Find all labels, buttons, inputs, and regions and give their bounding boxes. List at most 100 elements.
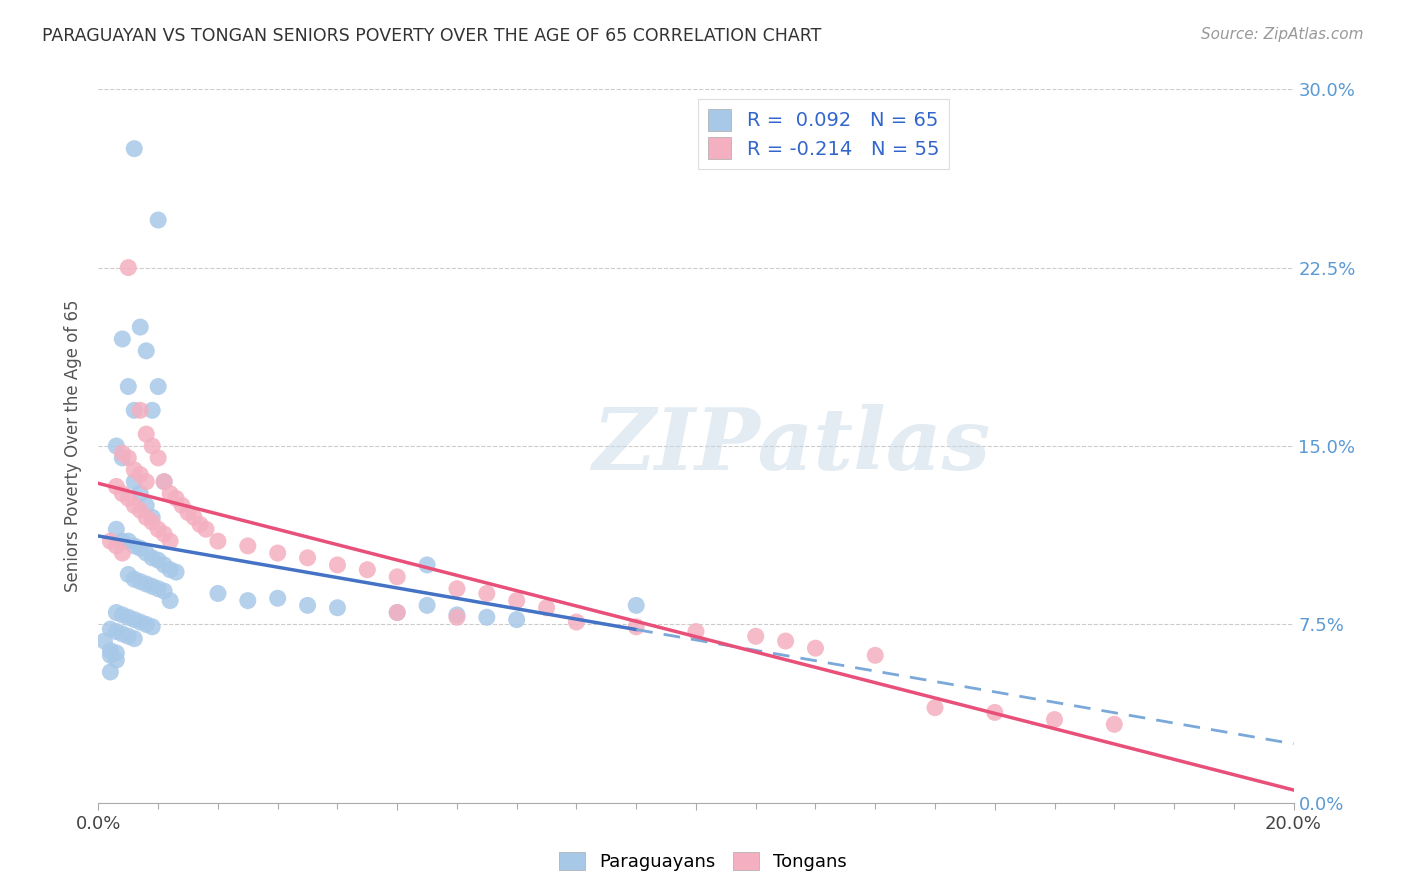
Point: [124, 403, 146, 417]
Point: [165, 565, 187, 579]
Point: [117, 491, 139, 506]
Point: [865, 648, 887, 663]
Point: [124, 463, 146, 477]
Point: [153, 475, 176, 489]
Point: [100, 534, 122, 549]
Point: [135, 475, 157, 489]
Point: [148, 522, 170, 536]
Point: [100, 643, 122, 657]
Point: [117, 379, 139, 393]
Point: [1043, 713, 1066, 727]
Point: [326, 600, 349, 615]
Point: [129, 486, 152, 500]
Point: [111, 607, 134, 622]
Point: [153, 558, 176, 572]
Point: [124, 475, 146, 489]
Point: [105, 624, 128, 639]
Point: [148, 450, 170, 465]
Point: [804, 641, 827, 656]
Point: [129, 615, 152, 629]
Point: [117, 567, 139, 582]
Point: [153, 584, 176, 599]
Point: [148, 213, 170, 227]
Point: [100, 648, 122, 663]
Point: [111, 332, 134, 346]
Text: ZIPatlas: ZIPatlas: [592, 404, 991, 488]
Point: [111, 534, 134, 549]
Point: [159, 563, 181, 577]
Point: [148, 553, 170, 567]
Point: [148, 379, 170, 393]
Point: [207, 534, 229, 549]
Text: PARAGUAYAN VS TONGAN SENIORS POVERTY OVER THE AGE OF 65 CORRELATION CHART: PARAGUAYAN VS TONGAN SENIORS POVERTY OVE…: [42, 27, 821, 45]
Point: [475, 610, 498, 624]
Legend: Paraguayans, Tongans: Paraguayans, Tongans: [553, 845, 853, 879]
Point: [506, 593, 529, 607]
Point: [129, 467, 152, 482]
Point: [111, 546, 134, 560]
Point: [141, 403, 163, 417]
Point: [135, 617, 157, 632]
Point: [105, 522, 128, 536]
Point: [297, 599, 319, 613]
Point: [297, 550, 319, 565]
Point: [626, 599, 648, 613]
Point: [153, 475, 176, 489]
Point: [416, 599, 439, 613]
Point: [135, 577, 157, 591]
Point: [135, 510, 157, 524]
Point: [129, 541, 152, 556]
Point: [177, 506, 200, 520]
Point: [117, 629, 139, 643]
Point: [267, 591, 290, 606]
Point: [124, 539, 146, 553]
Point: [267, 546, 290, 560]
Point: [111, 446, 134, 460]
Point: [129, 320, 152, 334]
Point: [111, 450, 134, 465]
Point: [236, 593, 259, 607]
Text: Source: ZipAtlas.com: Source: ZipAtlas.com: [1201, 27, 1364, 42]
Point: [124, 499, 146, 513]
Point: [117, 610, 139, 624]
Point: [105, 439, 128, 453]
Point: [159, 486, 181, 500]
Point: [135, 343, 157, 358]
Point: [356, 563, 378, 577]
Point: [105, 606, 128, 620]
Point: [129, 503, 152, 517]
Point: [745, 629, 768, 643]
Y-axis label: Seniors Poverty Over the Age of 65: Seniors Poverty Over the Age of 65: [65, 300, 83, 592]
Point: [124, 632, 146, 646]
Point: [111, 486, 134, 500]
Point: [326, 558, 349, 572]
Point: [141, 550, 163, 565]
Point: [165, 491, 187, 506]
Point: [105, 479, 128, 493]
Point: [385, 606, 409, 620]
Point: [124, 572, 146, 586]
Legend: R =  0.092   N = 65, R = -0.214   N = 55: R = 0.092 N = 65, R = -0.214 N = 55: [699, 99, 949, 169]
Point: [195, 522, 218, 536]
Point: [129, 403, 152, 417]
Point: [446, 582, 468, 596]
Point: [105, 646, 128, 660]
Point: [141, 579, 163, 593]
Point: [159, 534, 181, 549]
Point: [159, 593, 181, 607]
Point: [117, 260, 139, 275]
Point: [536, 600, 558, 615]
Point: [141, 439, 163, 453]
Point: [117, 450, 139, 465]
Point: [385, 570, 409, 584]
Point: [416, 558, 439, 572]
Point: [111, 627, 134, 641]
Point: [100, 622, 122, 636]
Point: [183, 510, 205, 524]
Point: [105, 539, 128, 553]
Point: [565, 615, 588, 629]
Point: [93, 634, 115, 648]
Point: [117, 534, 139, 549]
Point: [124, 613, 146, 627]
Point: [924, 700, 946, 714]
